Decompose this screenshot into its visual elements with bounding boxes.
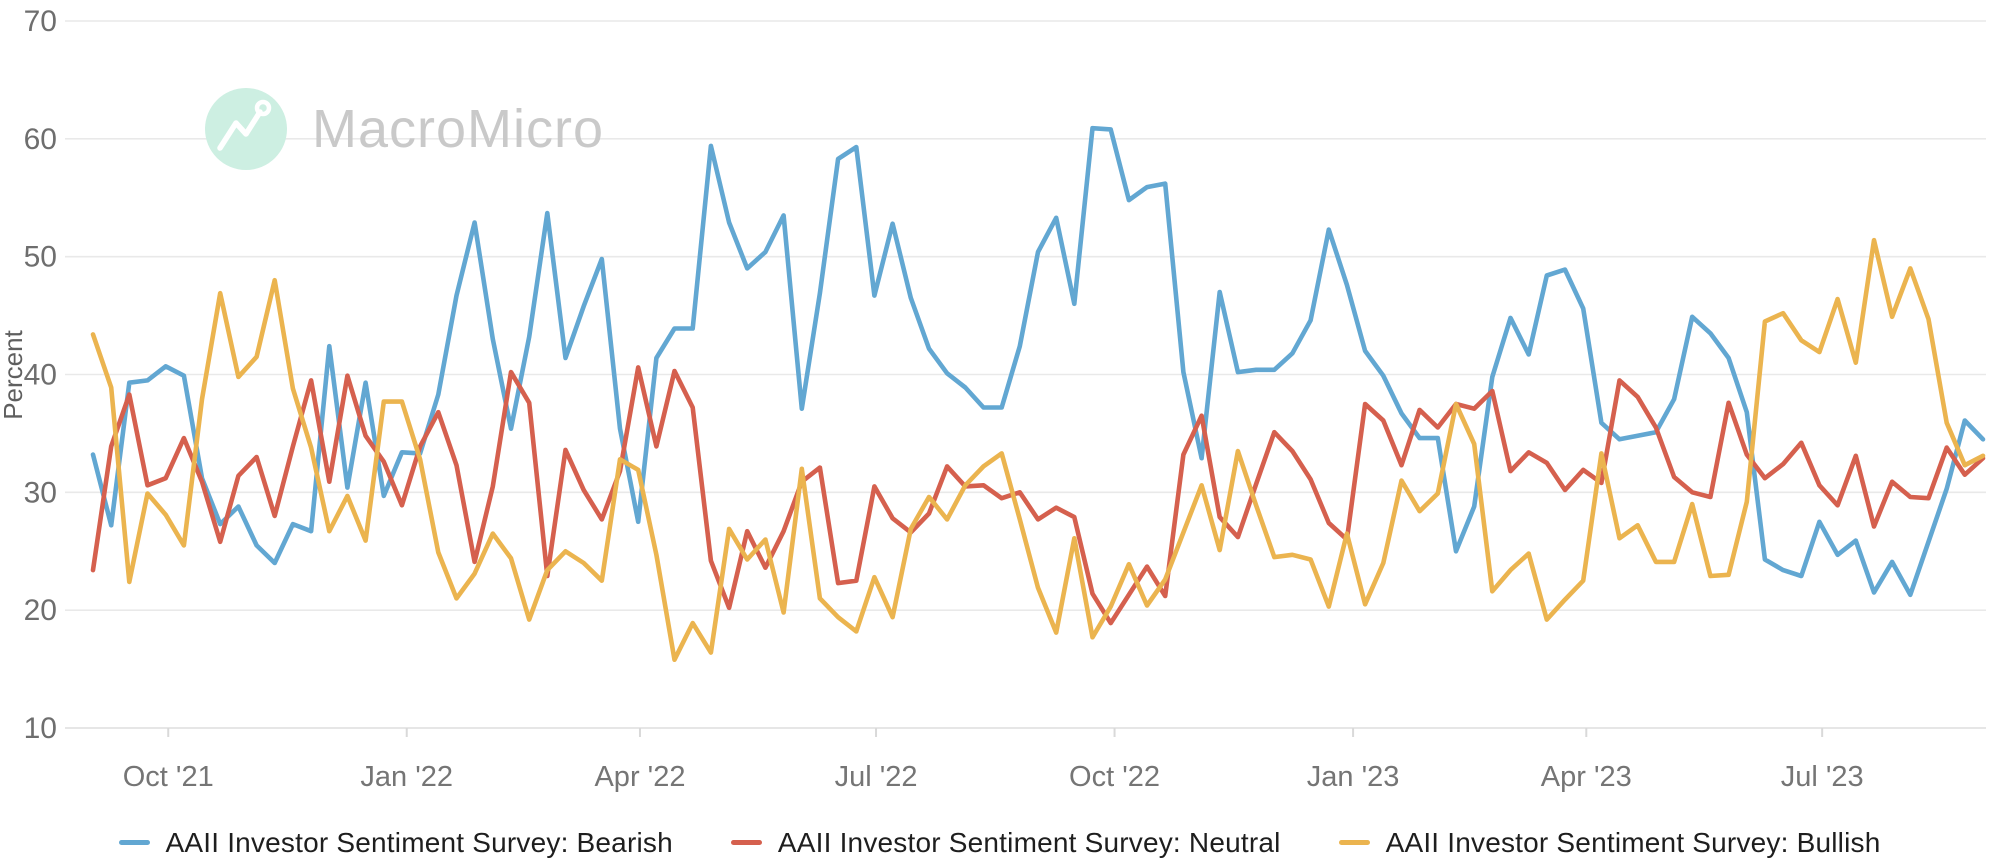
legend-swatch-neutral-icon [730, 840, 762, 845]
watermark-trendline-dot-icon [254, 99, 272, 117]
y-tick-label: 50 [24, 241, 57, 274]
series-line-neutral[interactable] [90, 365, 1986, 626]
y-axis-tick-labels: 70 60 50 40 30 20 10 [24, 5, 57, 745]
legend-item-bearish[interactable]: AAII Investor Sentiment Survey: Bearish [118, 826, 673, 859]
legend-label-bearish: AAII Investor Sentiment Survey: Bearish [165, 826, 673, 858]
y-tick-label: 40 [24, 359, 57, 392]
x-tick-label: Jul '22 [835, 761, 918, 793]
legend-swatch-bullish-icon [1338, 840, 1370, 845]
x-tick-label: Oct '21 [123, 761, 214, 793]
x-tick-label: Apr '23 [1541, 761, 1632, 793]
legend-label-bullish: AAII Investor Sentiment Survey: Bullish [1385, 826, 1881, 858]
legend: AAII Investor Sentiment Survey: Bearish A… [0, 826, 1999, 859]
series-lines [90, 125, 1986, 663]
x-axis-ticks [167, 728, 1824, 737]
x-axis-tick-labels: Oct '21 Jan '22 Apr '22 Jul '22 Oct '22 Jan '… [123, 761, 1864, 793]
watermark-brand-text: MacroMicro [312, 99, 604, 159]
legend-swatch-bearish-icon [118, 840, 150, 845]
y-tick-label: 30 [24, 476, 57, 509]
series-line-bearish[interactable] [90, 125, 1986, 598]
legend-item-bullish[interactable]: AAII Investor Sentiment Survey: Bullish [1338, 826, 1881, 859]
series-line-bullish[interactable] [90, 237, 1986, 663]
x-tick-label: Jan '22 [360, 761, 453, 793]
watermark-trendline-icon [217, 109, 263, 151]
legend-item-neutral[interactable]: AAII Investor Sentiment Survey: Neutral [730, 826, 1281, 859]
y-axis-title: Percent [0, 329, 28, 419]
macromicro-watermark: MacroMicro [205, 88, 604, 170]
y-tick-label: 60 [24, 123, 57, 156]
x-tick-label: Jan '23 [1307, 761, 1400, 793]
x-tick-label: Apr '22 [594, 761, 685, 793]
y-tick-label: 10 [24, 712, 57, 745]
x-tick-label: Oct '22 [1069, 761, 1160, 793]
legend-label-neutral: AAII Investor Sentiment Survey: Neutral [777, 826, 1281, 858]
y-tick-label: 20 [24, 594, 57, 627]
y-tick-label: 70 [24, 5, 57, 38]
x-tick-label: Jul '23 [1781, 761, 1864, 793]
